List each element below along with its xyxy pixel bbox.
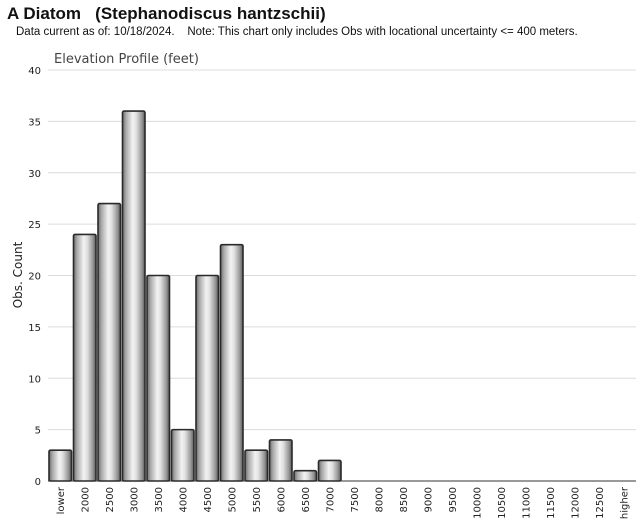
y-tick-label: 10 xyxy=(28,374,41,385)
x-tick-label: 7500 xyxy=(350,487,361,512)
bar-6500 xyxy=(293,469,318,482)
x-tick-label: lower xyxy=(56,486,67,514)
x-tick-label: 2000 xyxy=(80,487,91,512)
x-tick-label: 10000 xyxy=(472,487,483,519)
x-tick-label: 4000 xyxy=(178,487,189,512)
y-tick-label: 5 xyxy=(35,426,41,437)
bar-5000 xyxy=(219,243,244,482)
y-tick-label: 35 xyxy=(28,117,41,128)
y-tick-label: 30 xyxy=(28,169,41,180)
x-tick-label: 7000 xyxy=(325,487,336,512)
bar-3000 xyxy=(121,110,146,482)
x-tick-label: 10500 xyxy=(497,487,508,519)
bar-4500 xyxy=(195,274,220,482)
x-tick-label: 9500 xyxy=(448,487,459,512)
page-title: A Diatom (Stephanodiscus hantzschii) xyxy=(7,4,326,23)
bar-7000 xyxy=(317,459,342,482)
x-tick-label: 5000 xyxy=(227,487,238,512)
bar-3500 xyxy=(146,274,171,482)
x-tick-label: 9000 xyxy=(423,487,434,512)
bar-5500 xyxy=(244,449,269,482)
x-tick-label: 3000 xyxy=(129,487,140,512)
x-tick-label: 5500 xyxy=(252,487,263,512)
x-tick-label: 3500 xyxy=(154,487,165,512)
x-tick-label: 12000 xyxy=(570,487,581,519)
x-tick-label: 12500 xyxy=(595,487,606,519)
y-tick-label: 0 xyxy=(35,477,41,488)
x-tick-label: 8500 xyxy=(399,487,410,512)
bar-lower xyxy=(48,449,73,482)
x-tick-label: 4500 xyxy=(203,487,214,512)
bar-2000 xyxy=(72,233,97,482)
x-tick-label: 2500 xyxy=(105,487,116,512)
y-tick-label: 20 xyxy=(28,272,41,283)
x-tick-label: 8000 xyxy=(374,487,385,512)
y-tick-label: 15 xyxy=(28,323,41,334)
y-axis-label: Obs. Count xyxy=(11,241,25,308)
bar-6000 xyxy=(268,439,293,482)
x-tick-label: 6500 xyxy=(301,487,312,512)
data-note: Data current as of: 10/18/2024. Note: Th… xyxy=(16,26,578,38)
bar-2500 xyxy=(97,202,122,482)
x-tick-label: higher xyxy=(619,486,630,519)
x-tick-label: 11000 xyxy=(521,487,532,519)
bar-4000 xyxy=(170,428,195,482)
chart-title: Elevation Profile (feet) xyxy=(54,52,199,67)
y-tick-label: 40 xyxy=(28,66,41,77)
y-tick-label: 25 xyxy=(28,220,41,231)
x-tick-label: 6000 xyxy=(276,487,287,512)
x-tick-label: 11500 xyxy=(546,487,557,519)
